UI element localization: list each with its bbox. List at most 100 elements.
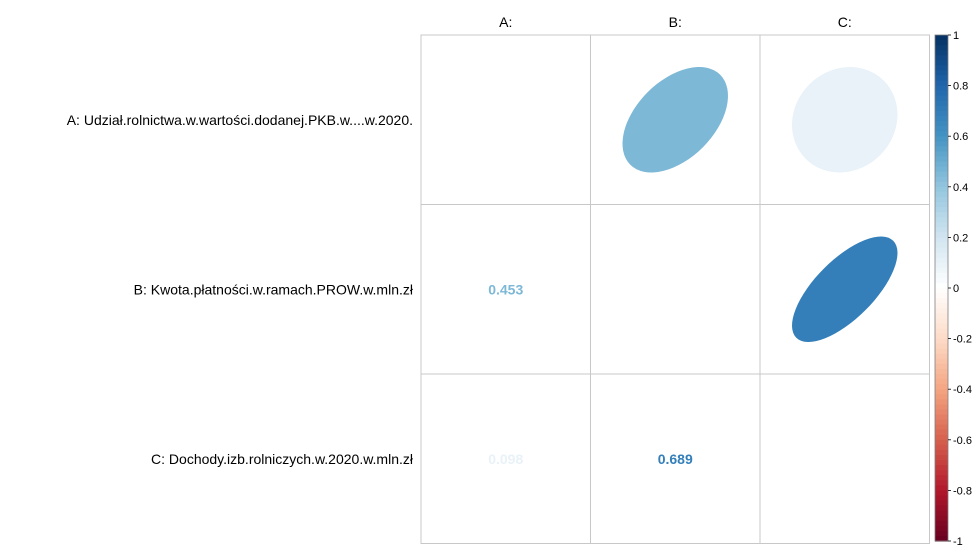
colorbar-slice	[935, 475, 948, 481]
colorbar-slice	[935, 232, 948, 238]
colorbar-tick-label: -0.8	[953, 485, 972, 497]
colorbar-slice	[935, 156, 948, 162]
colorbar-slice	[935, 379, 948, 385]
colorbar-slice	[935, 182, 948, 188]
colorbar-slice	[935, 162, 948, 168]
colorbar-slice	[935, 495, 948, 501]
colorbar-slice	[935, 344, 948, 350]
colorbar-slice	[935, 126, 948, 132]
coefficient-2-1: 0.689	[658, 451, 693, 467]
colorbar-slice	[935, 141, 948, 147]
colorbar-tick-label: 0.2	[953, 232, 968, 244]
colorbar-slice	[935, 415, 948, 421]
colorbar-slice	[935, 106, 948, 112]
colorbar-slice	[935, 242, 948, 248]
colorbar-slice	[935, 313, 948, 319]
colorbar-slice	[935, 506, 948, 512]
colorbar-slice	[935, 136, 948, 142]
cell-2-2	[760, 374, 930, 544]
colorbar-slice	[935, 177, 948, 183]
colorbar-slice	[935, 374, 948, 380]
colorbar-slice	[935, 328, 948, 334]
colorbar-slice	[935, 248, 948, 254]
colorbar-slice	[935, 531, 948, 537]
column-label-C: C:	[838, 14, 852, 30]
colorbar-slice	[935, 384, 948, 390]
colorbar-slice	[935, 167, 948, 173]
colorbar-slice	[935, 425, 948, 431]
colorbar-slice	[935, 273, 948, 279]
colorbar-slice	[935, 212, 948, 218]
colorbar-slice	[935, 258, 948, 264]
colorbar-slice	[935, 450, 948, 456]
colorbar-slice	[935, 526, 948, 532]
coefficient-1-0: 0.453	[488, 281, 523, 297]
colorbar-slice	[935, 91, 948, 97]
colorbar-slice	[935, 146, 948, 152]
colorbar-slice	[935, 430, 948, 436]
colorbar-slice	[935, 202, 948, 208]
colorbar-slice	[935, 268, 948, 274]
colorbar-slice	[935, 283, 948, 289]
colorbar-slice	[935, 323, 948, 329]
colorbar-tick-label: -0.6	[953, 435, 972, 447]
colorbar-tick-label: -0.2	[953, 334, 972, 346]
colorbar-slice	[935, 121, 948, 127]
colorbar-tick-label: -1	[953, 536, 963, 545]
colorbar-slice	[935, 359, 948, 365]
cell-1-1	[591, 205, 761, 375]
colorbar-slice	[935, 293, 948, 299]
cell-0-0	[421, 35, 591, 205]
colorbar-tick-label: 0	[953, 283, 959, 295]
colorbar-slice	[935, 490, 948, 496]
colorbar-slice	[935, 394, 948, 400]
colorbar-slice	[935, 172, 948, 178]
colorbar-tick-label: -0.4	[953, 384, 972, 396]
colorbar-slice	[935, 197, 948, 203]
colorbar-slice	[935, 81, 948, 87]
colorbar-slice	[935, 455, 948, 461]
colorbar-slice	[935, 369, 948, 375]
row-label-C: C: Dochody.izb.rolniczych.w.2020.w.mln.z…	[151, 451, 414, 467]
colorbar-slice	[935, 460, 948, 466]
row-label-A: A: Udział.rolnictwa.w.wartości.dodanej.P…	[67, 112, 413, 128]
colorbar-slice	[935, 303, 948, 309]
color-legend: 1 0.8 0.6 0.4 0.2 0 -0.2 -0.4 -0.6 -0.8 -1	[935, 30, 972, 545]
colorbar-slice	[935, 75, 948, 81]
column-label-A: A:	[499, 14, 512, 30]
colorbar-slice	[935, 409, 948, 415]
colorbar-slice	[935, 480, 948, 486]
colorbar-slice	[935, 354, 948, 360]
colorbar-slice	[935, 192, 948, 198]
colorbar-slice	[935, 339, 948, 345]
colorbar-slice	[935, 445, 948, 451]
colorbar-slice	[935, 485, 948, 491]
colorbar-slice	[935, 45, 948, 51]
colorbar-tick-label: 0.4	[953, 182, 968, 194]
colorbar-slice	[935, 501, 948, 507]
colorbar-slice	[935, 222, 948, 228]
colorbar-slice	[935, 116, 948, 122]
colorbar-slice	[935, 96, 948, 102]
colorbar-slice	[935, 86, 948, 92]
colorbar-slice	[935, 131, 948, 137]
colorbar-slice	[935, 101, 948, 107]
colorbar-slice	[935, 111, 948, 117]
colorbar-slice	[935, 151, 948, 157]
colorbar-slice	[935, 60, 948, 66]
colorbar-slice	[935, 187, 948, 193]
colorbar-slice	[935, 349, 948, 355]
colorbar-slice	[935, 227, 948, 233]
colorbar-slice	[935, 237, 948, 243]
colorbar-slice	[935, 364, 948, 370]
colorbar-slice	[935, 399, 948, 405]
colorbar-slice	[935, 516, 948, 522]
colorbar-slice	[935, 389, 948, 395]
colorbar-slice	[935, 511, 948, 517]
colorbar-slice	[935, 40, 948, 46]
colorbar-slice	[935, 207, 948, 213]
colorbar-slice	[935, 217, 948, 223]
colorbar-slice	[935, 470, 948, 476]
colorbar-slice	[935, 35, 948, 41]
